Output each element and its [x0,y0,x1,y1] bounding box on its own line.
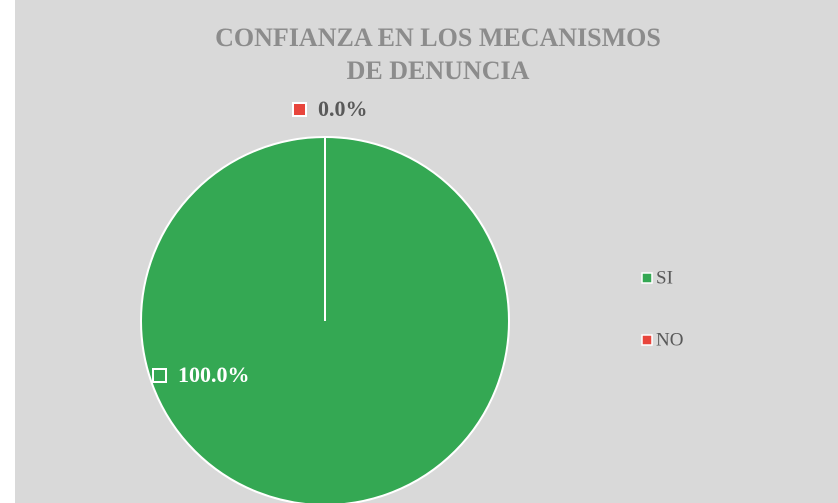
legend-swatch [641,334,653,346]
data-label: 100.0% [178,362,250,387]
legend-swatch [641,272,653,284]
data-label: 0.0% [318,96,368,121]
data-label-key [152,368,167,383]
legend-label: SI [656,267,673,288]
chart-title: DE DENUNCIA [347,56,530,85]
chart-title: CONFIANZA EN LOS MECANISMOS [215,23,661,52]
data-label-key [292,102,307,117]
legend-label: NO [656,329,683,350]
